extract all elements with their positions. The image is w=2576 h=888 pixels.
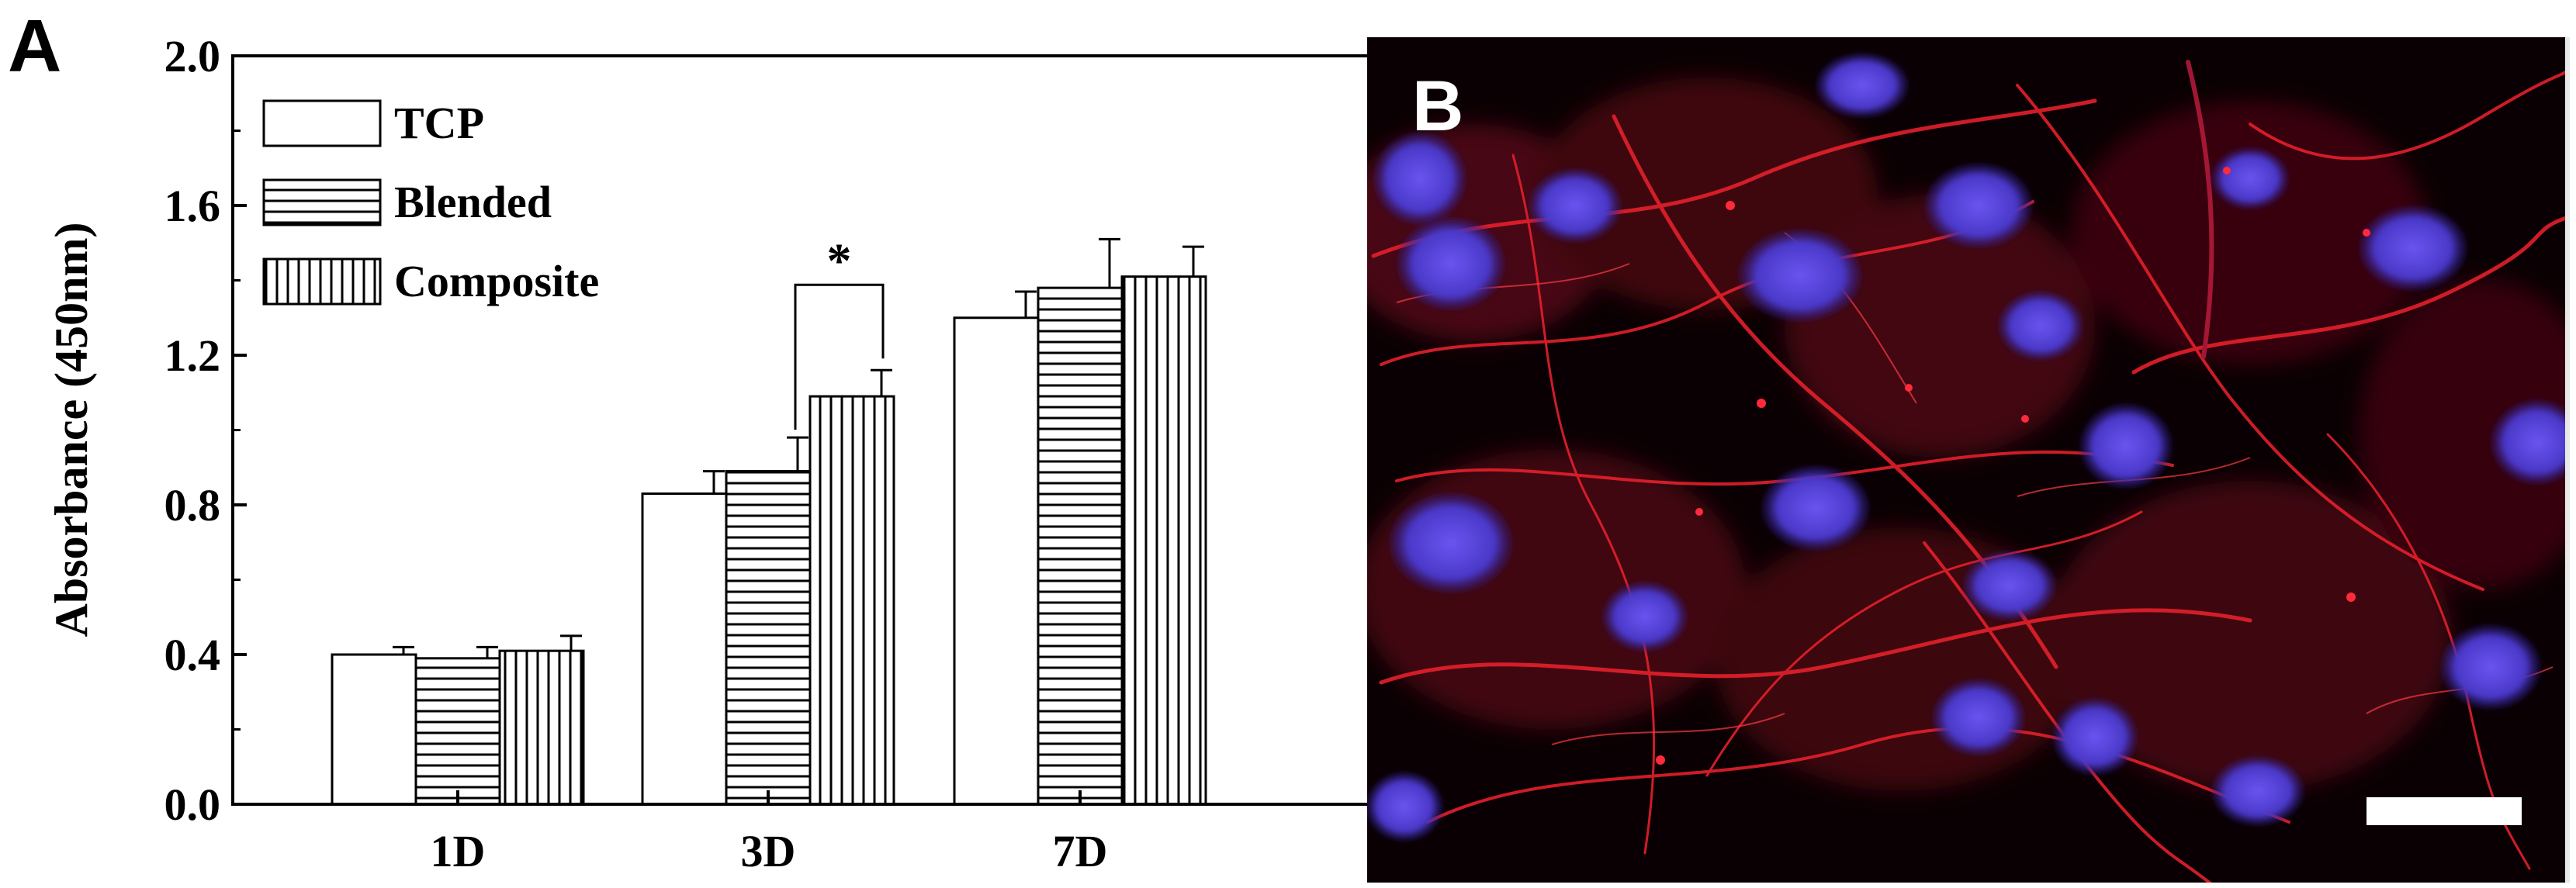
bar-blended-1d: [414, 657, 501, 806]
x-tick-label: 3D: [741, 826, 796, 876]
legend: TCP Blended Composite: [262, 98, 599, 306]
significance-star: *: [827, 233, 852, 288]
error-bars: [393, 237, 1204, 658]
panel-label-a: A: [8, 5, 61, 88]
legend-label-composite: Composite: [394, 256, 599, 306]
y-tick-label: 1.6: [164, 181, 221, 231]
bar-chart: 0.0 0.4 0.8 1.2 1.6 2.0 1D 3D 7D Absorbance (45…: [46, 31, 1375, 876]
legend-label-blended: Blended: [394, 177, 552, 227]
panel-label-b: B: [1412, 67, 1463, 146]
y-tick-label: 1.2: [164, 330, 221, 381]
scale-bar: [2367, 797, 2522, 825]
bar-composite-7d: [1120, 275, 1207, 806]
legend-swatch-composite: [262, 257, 382, 306]
bar-composite-3d: [808, 395, 895, 806]
bar-blended-3d: [725, 470, 812, 806]
right-edge-strip: [2565, 37, 2570, 883]
y-axis-ticks: 0.0 0.4 0.8 1.2 1.6 2.0: [164, 31, 247, 830]
y-tick-label: 0.8: [164, 480, 221, 530]
bar-blended-7d: [1037, 286, 1124, 806]
legend-swatch-blended: [262, 178, 382, 226]
legend-swatch-tcp: [262, 99, 382, 147]
y-tick-label: 2.0: [164, 31, 221, 81]
bar-tcp-1d: [331, 653, 417, 806]
bar-tcp-3d: [641, 492, 728, 806]
bar-composite-1d: [498, 649, 585, 806]
y-axis-title: Absorbance (450nm): [46, 223, 97, 637]
x-tick-label: 1D: [431, 826, 486, 876]
x-tick-label: 7D: [1053, 826, 1108, 876]
bars: [331, 275, 1207, 806]
bar-tcp-7d: [953, 316, 1040, 806]
significance-bracket: *: [794, 233, 885, 430]
y-tick-label: 0.0: [164, 779, 221, 830]
fluorescence-micrograph: B: [1367, 37, 2570, 883]
y-tick-label: 0.4: [164, 630, 221, 680]
bracket-line: [794, 283, 885, 430]
legend-label-tcp: TCP: [394, 98, 484, 148]
x-axis-ticks: 1D 3D 7D: [431, 790, 1108, 876]
